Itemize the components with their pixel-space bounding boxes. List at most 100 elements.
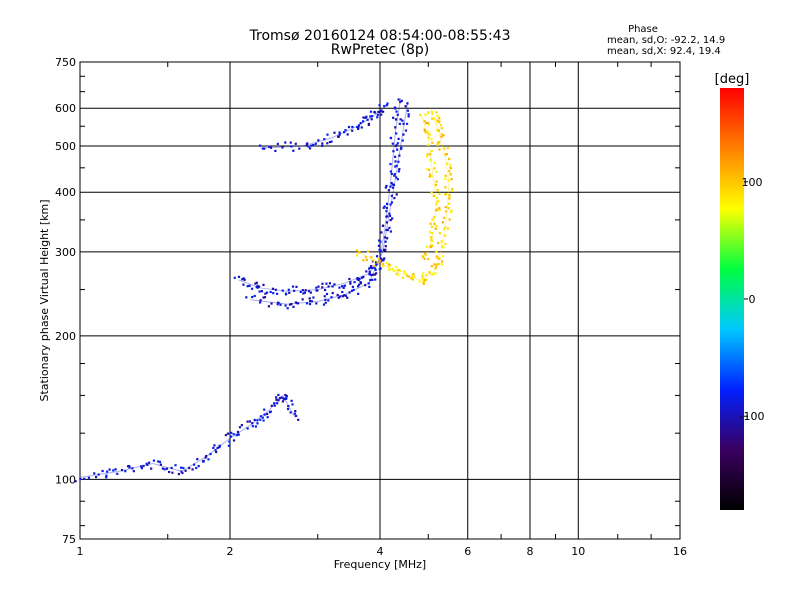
echo-point xyxy=(288,291,291,294)
echo-point xyxy=(444,242,447,246)
echo-point xyxy=(256,422,259,425)
echo-point xyxy=(387,263,390,266)
echo-point xyxy=(259,301,262,304)
echo-point xyxy=(243,278,246,281)
echo-point xyxy=(430,225,433,228)
echo-point xyxy=(281,289,284,292)
echo-point xyxy=(377,244,381,247)
echo-point xyxy=(444,205,447,209)
echo-point xyxy=(419,113,422,117)
echo-point xyxy=(436,121,439,124)
echo-point xyxy=(106,470,109,473)
echo-point xyxy=(286,307,289,310)
echo-point xyxy=(357,126,360,129)
echo-point xyxy=(422,277,425,281)
echo-point xyxy=(433,161,436,164)
echo-point xyxy=(433,216,436,219)
echo-point xyxy=(346,296,349,299)
echo-point xyxy=(331,291,334,295)
echo-point xyxy=(112,469,115,472)
echo-point xyxy=(294,301,298,304)
echo-point xyxy=(396,148,399,151)
echo-point xyxy=(309,291,312,294)
echo-point xyxy=(272,292,275,295)
echo-point xyxy=(430,110,434,113)
echo-point xyxy=(260,290,264,293)
echo-point xyxy=(158,460,162,464)
echo-point xyxy=(444,153,447,156)
echo-point xyxy=(254,282,257,285)
echo-point xyxy=(367,250,370,253)
echo-point xyxy=(447,207,450,210)
echo-point xyxy=(328,282,332,285)
echo-point xyxy=(310,144,313,147)
echo-point xyxy=(428,175,431,178)
echo-point xyxy=(397,160,400,163)
echo-point xyxy=(399,118,402,121)
echo-point xyxy=(379,259,382,262)
chart-subtitle: RwPretec (8p) xyxy=(331,42,429,58)
colorbar-tick-label: 100 xyxy=(742,176,763,189)
echo-point xyxy=(128,466,131,469)
echo-point xyxy=(413,275,416,278)
echo-point xyxy=(440,127,443,130)
echo-point xyxy=(410,277,413,280)
echo-point xyxy=(379,249,382,252)
echo-point xyxy=(355,249,359,252)
echo-point xyxy=(339,295,342,298)
echo-point xyxy=(315,286,318,289)
echo-point xyxy=(299,290,302,294)
trace-x-0 xyxy=(356,108,450,281)
echo-point xyxy=(324,298,327,301)
series-o-mode xyxy=(74,98,410,483)
echo-point xyxy=(376,113,379,116)
echo-point xyxy=(284,397,288,400)
echo-point xyxy=(401,119,404,122)
x-axis-label: Frequency [MHz] xyxy=(334,558,426,571)
echo-point xyxy=(390,267,394,271)
echo-point xyxy=(74,480,77,483)
echo-point xyxy=(353,281,356,284)
echo-point xyxy=(402,122,405,125)
echo-point xyxy=(293,289,296,292)
echo-point xyxy=(435,111,438,114)
echo-point xyxy=(330,140,333,143)
echo-point xyxy=(438,207,441,210)
echo-point xyxy=(434,183,437,187)
echo-point xyxy=(382,259,385,262)
echo-point xyxy=(379,267,382,270)
echo-point xyxy=(385,210,388,213)
echo-point xyxy=(389,185,392,188)
echo-point xyxy=(330,296,333,299)
echo-point xyxy=(258,290,261,293)
echo-point xyxy=(430,138,433,141)
echo-point xyxy=(267,305,270,308)
echo-point xyxy=(395,176,398,179)
echo-point xyxy=(377,110,380,113)
echo-point xyxy=(126,465,130,468)
echo-point xyxy=(378,257,382,260)
echo-point xyxy=(344,294,347,297)
echo-point xyxy=(451,187,454,191)
echo-point xyxy=(177,472,181,476)
echo-point xyxy=(404,105,407,108)
echo-point xyxy=(434,272,437,275)
echo-point xyxy=(367,282,370,285)
echo-point xyxy=(396,142,399,145)
echo-point xyxy=(404,129,408,132)
chart-title: Tromsø 20160124 08:54:00-08:55:43 xyxy=(249,28,511,44)
echo-point xyxy=(315,289,318,292)
echo-point xyxy=(425,122,428,125)
echo-point xyxy=(386,215,389,218)
echo-point xyxy=(407,113,410,116)
echo-point xyxy=(331,285,334,288)
echo-point xyxy=(423,129,426,132)
echo-point xyxy=(193,463,196,466)
echo-point xyxy=(427,123,431,126)
echo-point xyxy=(275,398,278,401)
echo-point xyxy=(421,275,424,278)
echo-point xyxy=(397,137,400,141)
echo-point xyxy=(441,221,445,224)
echo-point xyxy=(271,287,275,290)
echo-point xyxy=(370,256,373,259)
